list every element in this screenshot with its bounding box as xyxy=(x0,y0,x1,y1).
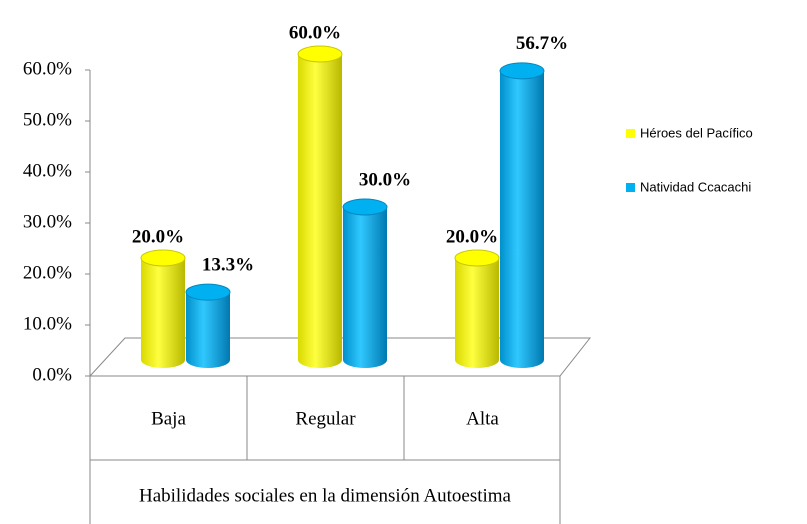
cylinder-part xyxy=(186,292,230,360)
legend-label: Natividad Ccacachi xyxy=(640,179,751,194)
cylinder-part xyxy=(343,207,387,360)
x-tick-label: Baja xyxy=(151,408,186,429)
y-tick-label: 10.0% xyxy=(23,313,72,334)
y-tick-label: 30.0% xyxy=(23,211,72,232)
cylinder-part xyxy=(141,258,185,360)
value-label: 20.0% xyxy=(446,226,498,247)
cylinder-part xyxy=(499,62,545,80)
value-label: 30.0% xyxy=(359,169,411,190)
cylinder xyxy=(140,249,186,368)
cylinder xyxy=(342,198,388,368)
value-label: 13.3% xyxy=(202,255,254,276)
cylinder-part xyxy=(454,249,500,267)
x-axis-title: Habilidades sociales en la dimensión Aut… xyxy=(139,485,512,506)
cylinder xyxy=(185,283,231,368)
cylinder xyxy=(499,62,545,368)
x-tick-label: Regular xyxy=(295,408,356,429)
value-label: 56.7% xyxy=(516,33,568,54)
legend-swatch xyxy=(626,183,635,192)
y-tick-label: 20.0% xyxy=(23,262,72,283)
legend-label: Héroes del Pacífico xyxy=(640,125,753,140)
value-label: 60.0% xyxy=(289,22,341,43)
cylinder-part xyxy=(140,249,186,267)
y-tick-label: 50.0% xyxy=(23,109,72,130)
cylinder-part xyxy=(298,54,342,360)
cylinder-part xyxy=(342,198,388,216)
cylinder-part xyxy=(297,45,343,63)
cylinder-part xyxy=(500,70,544,360)
cylinder-part xyxy=(455,258,499,360)
legend-swatch xyxy=(626,129,635,138)
cylinder xyxy=(454,249,500,368)
value-label: 20.0% xyxy=(132,226,184,247)
y-tick-label: 0.0% xyxy=(32,364,72,385)
cylinder-part xyxy=(185,283,231,301)
y-tick-label: 40.0% xyxy=(23,160,72,181)
cylinder xyxy=(297,45,343,368)
x-tick-label: Alta xyxy=(466,408,499,429)
y-tick-label: 60.0% xyxy=(23,58,72,79)
